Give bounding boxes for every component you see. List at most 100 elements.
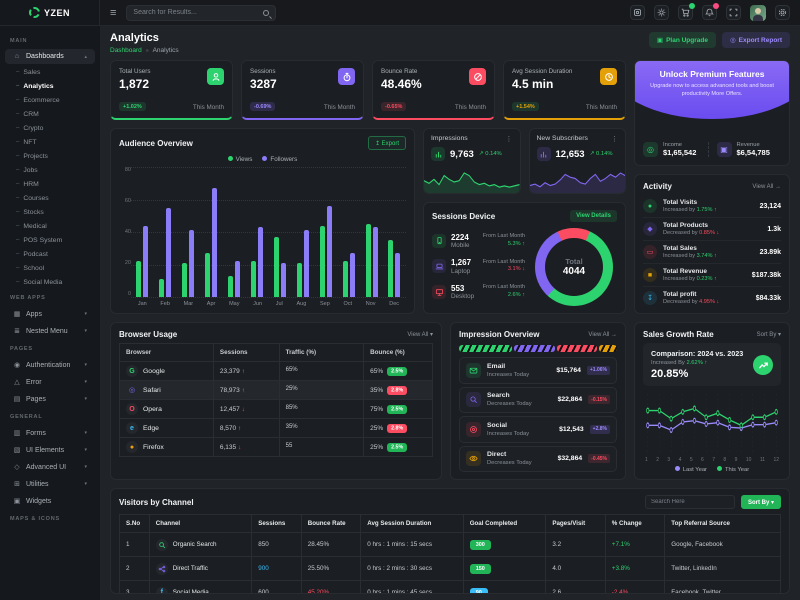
activity-view-all[interactable]: View All → <box>752 183 781 190</box>
sidebar: MAIN ⌂ Dashboards ▴ SalesAnalyticsEcomme… <box>0 26 100 600</box>
browser-row-firefox[interactable]: ● Firefox 6,135 ↓ 55 25% 2.5% <box>119 437 433 457</box>
sidebar-item-crm[interactable]: CRM <box>0 107 100 121</box>
bell-icon[interactable] <box>702 3 719 20</box>
plan-upgrade-button[interactable]: ▣ Plan Upgrade <box>648 32 716 48</box>
bar-group-aug[interactable] <box>296 167 309 297</box>
fullscreen-icon[interactable] <box>726 5 741 20</box>
bar-group-mar[interactable] <box>182 167 195 297</box>
sidebar-item-utilities[interactable]: ⊞ Utilities ▾ <box>14 480 87 489</box>
sidebar-item-ecommerce[interactable]: Ecommerce <box>0 93 100 107</box>
impression-row-social[interactable]: Social Increases Today $12,543 +2.8% <box>459 416 617 443</box>
product-icon: ◆ <box>643 222 657 236</box>
bounce-badge: 2.5% <box>387 443 408 452</box>
main-content: Analytics Dashboard » Analytics ▣ Plan Up… <box>100 26 800 600</box>
legend-item: Last Year <box>674 466 707 473</box>
sidebar-item-projects[interactable]: Projects <box>0 149 100 163</box>
kebab-menu-icon[interactable]: ⋮ <box>611 136 618 143</box>
sidebar-item-courses[interactable]: Courses <box>0 191 100 205</box>
visitors-sort-button[interactable]: Sort By ▾ <box>740 495 781 509</box>
chevron-icon: ▾ <box>84 464 87 470</box>
bar-group-jun[interactable] <box>250 167 263 297</box>
activity-row-total-sales: ▭ Total Sales Increased by 3.74% ↑ 23.89… <box>643 241 781 264</box>
visitor-row-organic-search[interactable]: 1 Organic Search 850 28.45% 0 hrs : 1 mi… <box>119 532 781 557</box>
sidebar-item-error[interactable]: △ Error ▾ <box>14 378 87 387</box>
sidebar-item-school[interactable]: School <box>0 261 100 275</box>
sidebar-item-dashboards[interactable]: ⌂ Dashboards ▴ <box>5 49 95 64</box>
advanced-ui-icon: ◇ <box>14 464 20 471</box>
cart-icon[interactable] <box>678 3 695 20</box>
ui-elements-icon: ▧ <box>13 447 21 454</box>
topbar-main: ≡ <box>100 0 800 25</box>
sidebar-item-jobs[interactable]: Jobs <box>0 163 100 177</box>
sidebar-item-hrm[interactable]: HRM <box>0 177 100 191</box>
flag-icon[interactable] <box>630 5 645 20</box>
view-details-button[interactable]: View Details <box>570 210 617 222</box>
user-icon <box>207 68 224 85</box>
comparison-title: Comparison: 2024 vs. 2023 <box>651 349 744 358</box>
export-button[interactable]: ↥ Export <box>367 136 406 150</box>
sidebar-item-analytics[interactable]: Analytics <box>0 79 100 93</box>
sidebar-item-widgets[interactable]: ▣ Widgets <box>13 497 52 506</box>
device-row-mobile: 2224 Mobile From Last Month 5.3% ↑ <box>432 233 525 249</box>
premium-gradient <box>635 61 789 119</box>
visitors-search-input[interactable] <box>650 499 729 505</box>
sidebar-item-stocks[interactable]: Stocks <box>0 205 100 219</box>
sidebar-item-pos-system[interactable]: POS System <box>0 233 100 247</box>
share-icon <box>155 562 168 575</box>
browser-row-google[interactable]: G Google 23,379 ↑ 65% 65% 2.5% <box>119 361 433 381</box>
visitor-row-social-media[interactable]: 3 f Social Media 600 45.20% 0 hrs : 1 min… <box>119 580 781 593</box>
progress-segment <box>598 345 617 352</box>
google-browser-icon: G <box>126 365 138 377</box>
impression-row-search[interactable]: Search Decreases Today $22,864 -0.15% <box>459 386 617 413</box>
browser-row-safari[interactable]: ◎ Safari 78,973 ↑ 25% 35% 2.8% <box>119 380 433 400</box>
sidebar-item-medical[interactable]: Medical <box>0 219 100 233</box>
sidebar-item-authentication[interactable]: ◉ Authentication ▾ <box>13 361 87 370</box>
search-input[interactable] <box>133 9 260 16</box>
impression-row-email[interactable]: Email Increases Today $15,764 +1.06% <box>459 357 617 384</box>
bar-group-nov[interactable] <box>365 167 378 297</box>
sidebar-item-pages[interactable]: ▤ Pages ▾ <box>13 395 87 404</box>
bar-group-sep[interactable] <box>319 167 332 297</box>
sidebar-item-ui-elements[interactable]: ▧ UI Elements ▾ <box>13 446 87 455</box>
browser-view-all[interactable]: View All ▾ <box>407 332 433 338</box>
pages-icon: ▤ <box>13 396 21 403</box>
kebab-menu-icon[interactable]: ⋮ <box>505 136 513 143</box>
chevron-icon: ▾ <box>84 311 87 317</box>
impression-view-all[interactable]: View All → <box>588 331 617 338</box>
breadcrumb-home[interactable]: Dashboard <box>110 47 142 54</box>
user-avatar[interactable] <box>750 4 766 21</box>
browser-row-edge[interactable]: e Edge 8,570 ↑ 35% 25% 2.8% <box>119 418 433 438</box>
sort-by-dropdown[interactable]: Sort By ▾ <box>756 332 781 338</box>
bar-group-jul[interactable] <box>273 167 286 297</box>
sidebar-item-social-media[interactable]: Social Media <box>0 275 100 289</box>
export-report-button[interactable]: ◎ Export Report <box>721 32 790 48</box>
theme-sun-icon[interactable] <box>654 5 669 20</box>
donut-total-label: Total <box>565 256 583 266</box>
browser-row-opera[interactable]: O Opera 12,457 ↓ 85% 75% 2.5% <box>119 399 433 419</box>
sidebar-item-sales[interactable]: Sales <box>0 65 100 79</box>
bounce-badge: 2.5% <box>387 405 408 414</box>
bar-group-feb[interactable] <box>159 167 172 297</box>
sidebar-item-forms[interactable]: ▥ Forms ▾ <box>13 429 87 438</box>
apps-grid-icon: ▦ <box>13 311 21 318</box>
brand[interactable]: YZEN <box>0 0 100 25</box>
stat-card-total-users: Total Users 1,872 +1.02% This Month <box>110 60 233 120</box>
bar-group-may[interactable] <box>228 167 241 297</box>
hamburger-menu-icon[interactable]: ≡ <box>110 6 117 19</box>
visitor-row-direct-traffic[interactable]: 2 Direct Traffic 900 25.50% 0 hrs : 2 mi… <box>119 556 781 581</box>
sidebar-item-nested-menu[interactable]: ≣ Nested Menu ▾ <box>14 327 87 336</box>
bar-group-oct[interactable] <box>342 167 355 297</box>
sidebar-item-podcast[interactable]: Podcast <box>0 247 100 261</box>
bar-group-jan[interactable] <box>136 167 149 297</box>
revenue-label: Revenue <box>736 142 760 148</box>
cart-badge <box>689 3 695 9</box>
impression-row-direct[interactable]: Direct Decreases Today $32,864 -0.45% <box>459 445 617 472</box>
sidebar-item-nft[interactable]: NFT <box>0 135 100 149</box>
sidebar-item-apps[interactable]: ▦ Apps ▾ <box>13 310 87 319</box>
sidebar-item-crypto[interactable]: Crypto <box>0 121 100 135</box>
sidebar-item-advanced-ui[interactable]: ◇ Advanced UI ▾ <box>14 463 87 472</box>
search-icon[interactable] <box>263 9 270 16</box>
gear-icon[interactable] <box>775 5 790 20</box>
bar-group-dec[interactable] <box>388 167 401 297</box>
bar-group-apr[interactable] <box>205 167 218 297</box>
